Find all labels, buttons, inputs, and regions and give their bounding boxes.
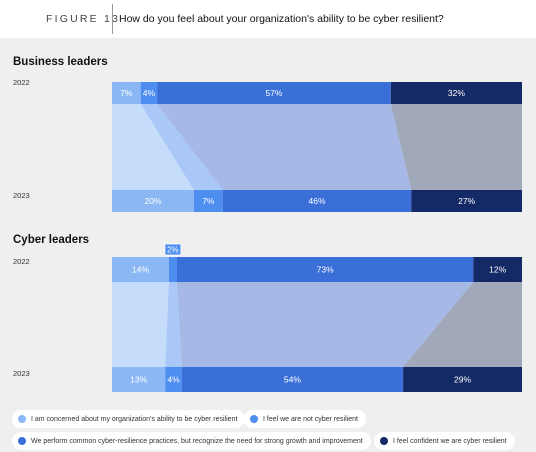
business-flow-perform: [157, 104, 412, 190]
business-data-label-2022-concerned: 7%: [120, 88, 133, 98]
cyber-leaders-panel: Cyber leaders 2022 14% 2% 73% 12% 2023 13% 4% 54%…: [13, 234, 522, 392]
cyber-data-badge-2022-not-resilient: [164, 243, 182, 256]
legend-swatch-confident: [380, 437, 388, 445]
business-data-label-2023-perform: 46%: [308, 196, 325, 206]
legend-item-confident: I feel confident we are cyber resilient: [374, 432, 515, 450]
figure-label: FIGURE 13: [46, 13, 121, 25]
business-year-label-2023: 2023: [13, 191, 30, 200]
cyber-data-label-2022-perform: 73%: [317, 265, 334, 275]
business-data-label-2022-perform: 57%: [265, 88, 282, 98]
business-bar-2023-perform: [222, 190, 412, 212]
cyber-data-label-2023-not-resilient: 4%: [167, 375, 180, 385]
legend-item-not-resilient: I feel we are not cyber resilient: [244, 410, 366, 428]
cyber-bar-2022-confident: [473, 257, 522, 282]
legend-label-confident: I feel confident we are cyber resilient: [393, 437, 507, 445]
cyber-flow-confident: [403, 282, 522, 367]
cyber-bar-2022-concerned: [112, 257, 169, 282]
business-bar-2023-concerned: [112, 190, 194, 212]
business-data-label-2023-concerned: 20%: [144, 196, 161, 206]
cyber-bar-2023-confident: [403, 367, 522, 392]
cyber-year-label-2022: 2022: [13, 257, 30, 266]
business-bar-2023-not-resilient: [194, 190, 223, 212]
legend-swatch-concerned: [18, 415, 26, 423]
cyber-year-label-2023: 2023: [13, 369, 30, 378]
business-data-label-2022-not-resilient: 4%: [143, 88, 156, 98]
cyber-data-label-2022-concerned: 14%: [132, 265, 149, 275]
legend-row-2: We perform common cyber-resilience pract…: [12, 432, 522, 452]
cyber-panel-title: Cyber leaders: [13, 234, 89, 246]
business-bar-2022-not-resilient: [140, 82, 158, 104]
business-year-label-2022: 2022: [13, 78, 30, 87]
header-divider: [112, 4, 113, 34]
business-bar-2023-confident: [411, 190, 522, 212]
cyber-data-label-2023-concerned: 13%: [130, 375, 147, 385]
cyber-bar-2023-perform: [181, 367, 404, 392]
business-flow-confident: [390, 104, 522, 190]
legend-label-not-resilient: I feel we are not cyber resilient: [263, 415, 358, 423]
cyber-data-label-2023-confident: 29%: [454, 375, 471, 385]
business-flow-concerned: [112, 104, 194, 190]
business-bar-2022-confident: [390, 82, 522, 104]
cyber-flow-not-resilient: [165, 282, 182, 367]
legend-row-1: I am concerned about my organization's a…: [12, 410, 522, 430]
cyber-data-label-2022-not-resilient: 2%: [167, 246, 179, 255]
legend-item-concerned: I am concerned about my organization's a…: [12, 410, 246, 428]
cyber-data-label-2023-perform: 54%: [284, 375, 301, 385]
figure-header: FIGURE 13 How do you feel about your org…: [0, 0, 536, 38]
stacked-bar-chart: Business leaders 2022 7% 4% 57% 32% 2023 20% 7% 4…: [13, 56, 522, 392]
legend-item-perform: We perform common cyber-resilience pract…: [12, 432, 371, 450]
cyber-bar-2023-concerned: [112, 367, 166, 392]
cyber-flow-concerned: [112, 282, 169, 367]
legend-label-perform: We perform common cyber-resilience pract…: [31, 437, 363, 445]
cyber-data-label-2022-confident: 12%: [489, 265, 506, 275]
legend-swatch-not-resilient: [250, 415, 258, 423]
cyber-bar-2022-perform: [176, 257, 474, 282]
business-flow-not-resilient: [140, 104, 223, 190]
business-data-label-2023-confident: 27%: [458, 196, 475, 206]
legend-swatch-perform: [18, 437, 26, 445]
business-data-label-2022-confident: 32%: [448, 88, 465, 98]
business-leaders-panel: Business leaders 2022 7% 4% 57% 32% 2023 20% 7% 4…: [13, 56, 522, 212]
legend-label-concerned: I am concerned about my organization's a…: [31, 415, 238, 423]
business-bar-2022-perform: [157, 82, 391, 104]
cyber-bar-2022-not-resilient: [168, 257, 177, 282]
business-data-label-2023-not-resilient: 7%: [202, 196, 215, 206]
cyber-flow-perform: [176, 282, 474, 367]
figure-title: How do you feel about your organization'…: [119, 13, 444, 25]
business-panel-title: Business leaders: [13, 56, 108, 68]
business-bar-2022-concerned: [112, 82, 141, 104]
cyber-bar-2023-not-resilient: [165, 367, 182, 392]
